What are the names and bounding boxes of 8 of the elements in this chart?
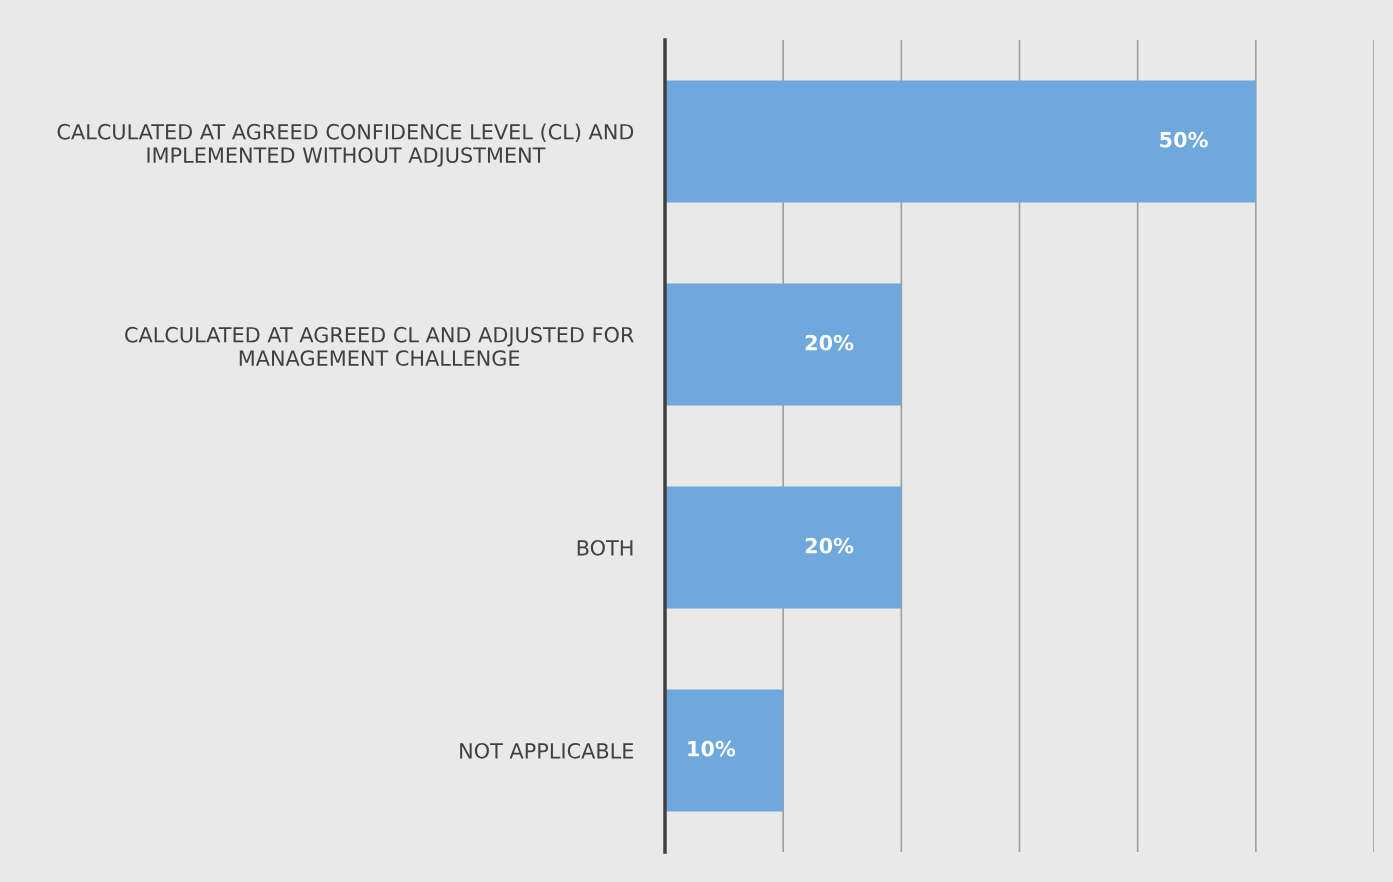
data-label: 50%	[1160, 131, 1208, 148]
y-tick-label: NOT APPLICABLE	[460, 742, 634, 759]
y-tick-label: BOTH	[577, 539, 633, 556]
data-label: 20%	[805, 334, 854, 351]
y-tick-label: CALCULATED AT AGREED CONFIDENCE LEVEL (CL) AND IMPLEMENTED WITHOUT ADJUSTMENT	[57, 123, 634, 167]
data-label: 20%	[805, 537, 854, 554]
y-tick-label: CALCULATED AT AGREED CL AND ADJUSTED FOR MANAGEMENT CHALLENGE	[125, 326, 634, 366]
data-label: 10%	[688, 740, 736, 757]
